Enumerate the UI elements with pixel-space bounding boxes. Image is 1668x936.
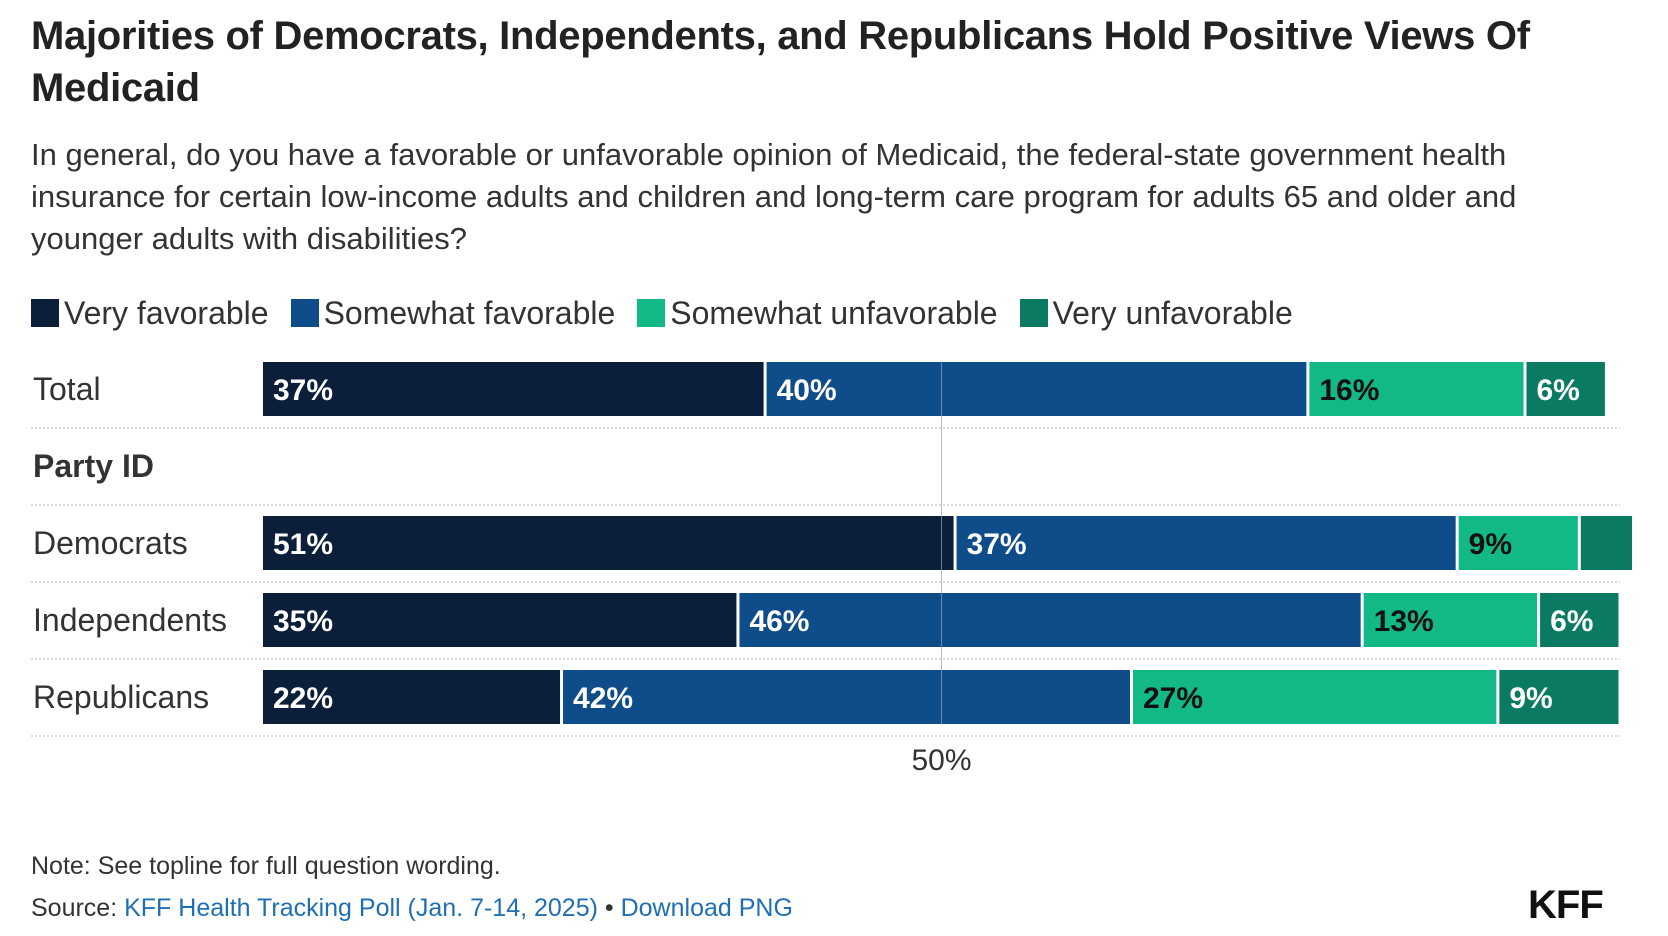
stacked-bar-chart: Total 37% 40% 16% 6% Party ID Democrats 51% 37% 9… xyxy=(31,362,1633,777)
footnote: Note: See topline for full question word… xyxy=(31,852,501,880)
bar-total-somewhat-unfavorable xyxy=(1309,362,1524,416)
data-label: 42% xyxy=(573,682,633,715)
legend-item-somewhat-unfavorable: Somewhat unfavorable xyxy=(637,294,998,332)
legend-swatch xyxy=(1019,299,1048,327)
legend-item-very-favorable: Very favorable xyxy=(31,295,269,332)
data-label: 16% xyxy=(1319,374,1379,407)
bar-democrats-somewhat-unfavorable xyxy=(1458,516,1578,570)
data-label: 9% xyxy=(1469,528,1512,561)
legend-label: Somewhat favorable xyxy=(323,294,616,331)
bar-democrats-very-favorable xyxy=(263,516,954,570)
data-label: 51% xyxy=(273,528,333,561)
data-label: 22% xyxy=(273,682,333,715)
data-label: 40% xyxy=(777,374,837,407)
legend-item-somewhat-favorable: Somewhat favorable xyxy=(290,294,616,332)
data-label: 6% xyxy=(1550,605,1593,638)
data-label: 35% xyxy=(273,605,333,638)
bar-democrats-very-unfavorable xyxy=(1580,516,1633,570)
bar-republicans-very-favorable xyxy=(263,670,561,724)
source-prefix: Source: xyxy=(31,894,125,922)
row-label-republicans: Republicans xyxy=(33,679,209,715)
data-label: 37% xyxy=(967,528,1027,561)
bar-republicans-somewhat-unfavorable xyxy=(1132,670,1497,724)
source-link[interactable]: KFF Health Tracking Poll (Jan. 7-14, 202… xyxy=(124,894,598,922)
chart-title: Majorities of Democrats, Independents, a… xyxy=(31,14,1530,110)
row-label-democrats: Democrats xyxy=(33,525,188,561)
data-label: 13% xyxy=(1374,605,1434,638)
row-label-total: Total xyxy=(33,371,101,407)
data-label: 27% xyxy=(1143,682,1203,715)
bar-independents-very-favorable xyxy=(263,593,737,647)
bar-total-somewhat-favorable xyxy=(766,362,1307,416)
bar-republicans-somewhat-favorable xyxy=(563,670,1130,724)
legend-label: Very unfavorable xyxy=(1052,294,1293,331)
data-label: 6% xyxy=(1537,374,1580,407)
data-label: 46% xyxy=(749,605,809,638)
source-line: Source: KFF Health Tracking Poll (Jan. 7… xyxy=(31,894,793,923)
legend-item-very-unfavorable: Very unfavorable xyxy=(1019,294,1293,332)
legend-swatch xyxy=(637,299,666,327)
reference-line-label: 50% xyxy=(911,744,971,777)
legend-label: Very favorable xyxy=(64,294,269,331)
chart-subtitle: In general, do you have a favorable or u… xyxy=(31,137,1517,256)
kff-logo: KFF xyxy=(1528,883,1604,927)
download-png-link[interactable]: Download PNG xyxy=(620,894,793,922)
bar-democrats-somewhat-favorable xyxy=(956,516,1456,570)
legend-swatch xyxy=(290,299,319,327)
bar-independents-somewhat-favorable xyxy=(739,593,1361,647)
data-label: 9% xyxy=(1509,682,1552,715)
bar-total-very-unfavorable xyxy=(1526,362,1605,416)
bar-republicans-very-unfavorable xyxy=(1499,670,1619,724)
bar-independents-somewhat-unfavorable xyxy=(1363,593,1538,647)
legend: Very favorable Somewhat favorable Somewh… xyxy=(31,295,1315,331)
legend-swatch xyxy=(31,299,59,327)
bar-total-very-favorable xyxy=(263,362,764,416)
data-label: 37% xyxy=(273,374,333,407)
row-label-independents: Independents xyxy=(33,602,227,638)
bar-independents-very-unfavorable xyxy=(1540,593,1619,647)
row-label-party-id: Party ID xyxy=(33,448,154,484)
source-separator: • xyxy=(597,894,621,922)
legend-label: Somewhat unfavorable xyxy=(670,294,998,331)
